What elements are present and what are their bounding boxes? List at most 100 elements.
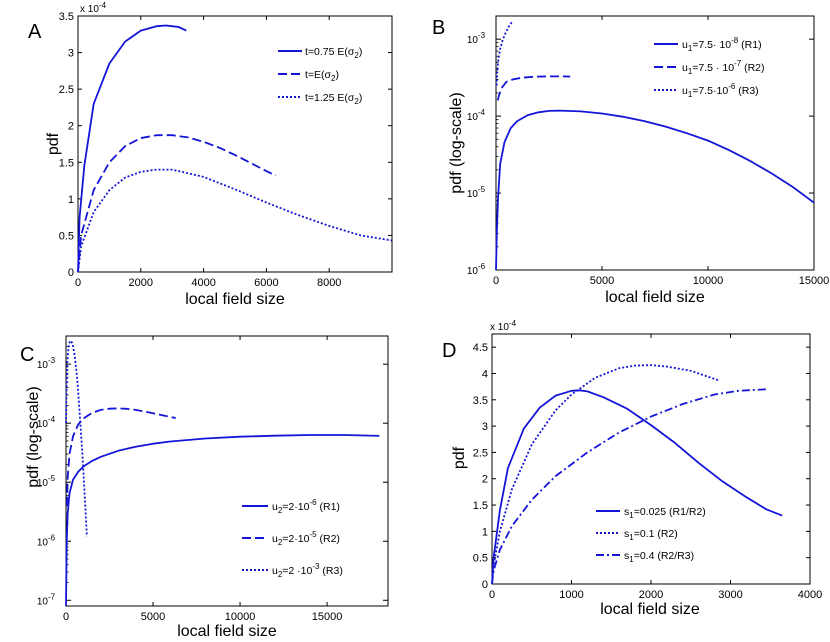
panel-b-x-tick-label: 15000 <box>799 275 830 287</box>
panel-d-series-line-dashdot <box>491 388 767 585</box>
panel-d-y-tick-label: 4 <box>482 368 488 380</box>
panel-a-y-tick-label: 2 <box>68 121 74 133</box>
panel-c-ylabel: pdf (log-scale) <box>25 386 42 487</box>
panel-d-xlabel: local field size <box>600 601 700 618</box>
panel-d-ylabel: pdf <box>451 446 468 469</box>
panel-b-legend-label-3: u1=7.5·10-6 (R3) <box>682 82 759 99</box>
panel-letter-b: B <box>432 17 445 39</box>
panel-c-series-line-dashed <box>66 407 176 506</box>
panel-c-y-tick-label: 10-4 <box>37 415 56 430</box>
panel-b-plot-frame <box>495 15 815 271</box>
panel-a-y-tick-label: 1.5 <box>59 157 74 169</box>
panel-letter-a: A <box>28 21 42 43</box>
panel-b-y-tick-label: 10-6 <box>467 262 486 277</box>
panel-d-y-tick-label: 2 <box>482 474 488 486</box>
panel-d-x-tick-label: 4000 <box>798 589 822 601</box>
panel-c-legend-label-3: u2=2 ·10-3 (R3) <box>272 562 343 579</box>
panel-c-series-group <box>65 339 380 607</box>
panel-b-ylabel: pdf (log-scale) <box>448 92 465 193</box>
panel-b-series-group <box>495 20 815 271</box>
panel-d-series-line-dotted <box>491 364 719 585</box>
panel-b-series-line-dotted <box>495 20 514 86</box>
panel-b-legend-label-1: u1=7.5· 10-8 (R1) <box>682 36 762 53</box>
panel-a-legend-label-2: t=E(σ2) <box>305 69 339 83</box>
panel-c-x-axis: 0 5000 10000 15000 <box>63 336 342 623</box>
panel-d-y-tick-label: 2.5 <box>473 447 488 459</box>
panel-c-y-axis: 10-7 10-6 10-5 10-4 10-3 <box>37 335 388 607</box>
panel-d-y-tick-label: 1 <box>482 526 488 538</box>
panel-c-legend: u2=2·10-6 (R1) u2=2·10-5 (R2) u2=2 ·10-3… <box>236 490 382 588</box>
panel-d-y-tick-label: 3 <box>482 421 488 433</box>
panel-d-exponent: x 10-4 <box>490 319 517 333</box>
panel-a-legend: t=0.75 E(σ2) t=E(σ2) t=1.25 E(σ2) <box>272 38 372 106</box>
panel-d-y-axis: 0 0.5 1 1.5 2 2.5 3 3.5 4 4.5 <box>473 342 810 591</box>
panel-b-legend: u1=7.5· 10-8 (R1) u1=7.5 · 10-7 (R2) u1=… <box>648 30 804 104</box>
panel-d-x-tick-label: 3000 <box>718 589 742 601</box>
panel-a-plot-frame <box>77 15 393 273</box>
panel-c-y-tick-label: 10-6 <box>37 533 56 548</box>
panel-c-legend-label-1: u2=2·10-6 (R1) <box>272 498 340 515</box>
panel-d-x-tick-label: 0 <box>489 589 495 601</box>
panel-b-series-line-solid <box>495 109 815 271</box>
panel-d-legend: s1=0.025 (R1/R2) s1=0.1 (R2) s1=0.4 (R2/… <box>590 498 730 570</box>
panel-a-legend-label-3: t=1.25 E(σ2) <box>305 92 362 106</box>
panel-a-y-tick-label: 3.5 <box>59 11 74 23</box>
panel-b-xlabel: local field size <box>605 289 705 306</box>
panel-a-series-line-dashed <box>77 134 277 273</box>
panel-b-y-tick-label: 10-4 <box>467 108 486 123</box>
panel-a-legend-box <box>272 38 372 106</box>
panel-d-y-tick-label: 0 <box>482 579 488 591</box>
panel-a-exponent: x 10-4 <box>80 1 107 15</box>
panel-a: A 0 2000 4000 6000 8000 0 0.5 1 1.5 2 2.5 3 3.5 x 1… <box>28 1 393 308</box>
panel-a-y-tick-label: 2.5 <box>59 84 74 96</box>
panel-a-xlabel: local field size <box>185 291 285 308</box>
panel-a-y-tick-label: 0 <box>68 267 74 279</box>
panel-d-legend-label-1: s1=0.025 (R1/R2) <box>624 506 706 520</box>
panel-b: B 0 5000 10000 15000 10-6 10-5 10-4 10-3 local… <box>432 15 829 306</box>
panel-b-x-tick-label: 10000 <box>693 275 724 287</box>
panel-a-y-tick-label: 1 <box>68 194 74 206</box>
panel-b-legend-label-2: u1=7.5 · 10-7 (R2) <box>682 59 765 76</box>
panel-c-xlabel: local field size <box>177 623 277 640</box>
panel-a-x-tick-label: 0 <box>75 277 81 289</box>
panel-a-x-axis: 0 2000 4000 6000 8000 <box>75 16 341 289</box>
panel-b-x-axis: 0 5000 10000 15000 <box>493 16 829 287</box>
panel-a-x-tick-label: 2000 <box>129 277 153 289</box>
panel-d-x-axis: 0 1000 2000 3000 4000 <box>489 334 822 601</box>
panel-a-series-line-solid <box>77 24 187 273</box>
panel-c-series-line-solid <box>65 434 380 607</box>
panel-c-x-tick-label: 10000 <box>225 611 256 623</box>
panel-b-x-tick-label: 5000 <box>590 275 614 287</box>
panel-a-y-axis: 0 0.5 1 1.5 2 2.5 3 3.5 <box>59 11 392 279</box>
panel-a-x-tick-label: 8000 <box>317 277 341 289</box>
panel-b-series-line-dashed <box>496 75 571 101</box>
panel-c-x-tick-label: 5000 <box>141 611 165 623</box>
panel-b-y-axis: 10-6 10-5 10-4 10-3 <box>467 15 814 277</box>
panel-c-y-tick-label: 10-3 <box>37 356 56 371</box>
panel-d-legend-label-2: s1=0.1 (R2) <box>624 528 678 542</box>
panel-d-y-tick-label: 4.5 <box>473 342 488 354</box>
panel-d-x-tick-label: 2000 <box>639 589 663 601</box>
panel-c-legend-label-2: u2=2·10-5 (R2) <box>272 530 340 547</box>
panel-d-y-tick-label: 3.5 <box>473 395 488 407</box>
panel-d-legend-label-3: s1=0.4 (R2/R3) <box>624 550 694 564</box>
panel-b-x-tick-label: 0 <box>493 275 499 287</box>
panel-a-x-tick-label: 4000 <box>191 277 215 289</box>
panel-c-x-tick-label: 15000 <box>312 611 343 623</box>
panel-a-y-tick-label: 3 <box>68 48 74 60</box>
panel-a-y-tick-label: 0.5 <box>59 230 74 242</box>
panel-a-series-line-dotted <box>77 168 393 273</box>
panel-d-x-tick-label: 1000 <box>559 589 583 601</box>
panel-c-y-tick-label: 10-7 <box>37 592 56 607</box>
panel-c-y-tick-label: 10-5 <box>37 474 56 489</box>
panel-c-x-tick-label: 0 <box>63 611 69 623</box>
panel-a-series-group <box>77 24 393 273</box>
panel-d-y-tick-label: 0.5 <box>473 553 488 565</box>
panel-d-series-line-solid <box>491 389 783 585</box>
panel-d-series-group <box>491 364 783 585</box>
panel-d: D 0 1000 2000 3000 4000 0 0.5 1 1.5 2 2.5 3 3.5 4 4.5… <box>442 319 822 618</box>
panel-b-y-tick-label: 10-5 <box>467 185 486 200</box>
panel-c-plot-frame <box>65 335 389 607</box>
panel-letter-d: D <box>442 340 456 362</box>
